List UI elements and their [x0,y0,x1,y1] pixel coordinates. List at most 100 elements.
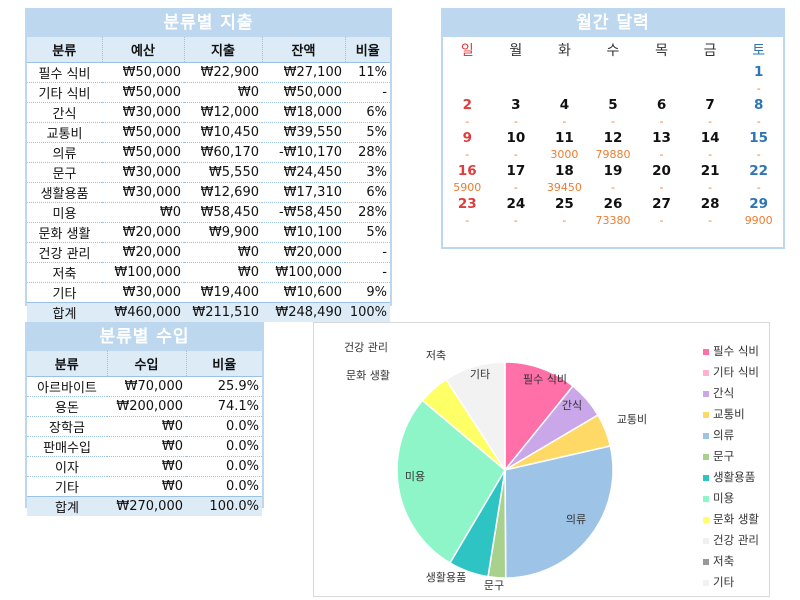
calendar-day[interactable]: 28 [700,195,720,212]
calendar-day[interactable]: 22 [749,162,769,179]
pie-slice-label: 건강 관리 [344,341,388,354]
calendar-day[interactable]: 29 [749,195,769,212]
table-row: 기타 ₩30,000 ₩19,400 ₩10,600 9% [27,282,390,303]
calendar-day[interactable] [492,63,541,80]
expense-header-2: 지출 [184,37,263,63]
calendar-day[interactable]: 20 [652,162,671,179]
legend-swatch [703,558,709,565]
calendar-day[interactable]: 10 [506,129,526,146]
income-cell: 74.1% [186,396,262,417]
expense-cell: ₩50,000 [262,82,345,103]
table-row: 의류 ₩50,000 ₩60,170 -₩10,170 28% [27,142,390,163]
income-cell: 0.0% [186,436,262,457]
calendar-day-amount: - [756,180,761,194]
expense-cell: - [345,82,390,103]
calendar-week-amounts: - - - 73380 - - 9900 [443,212,783,228]
pie-slice-label: 미용 [405,470,425,483]
table-row: 교통비 ₩50,000 ₩10,450 ₩39,550 5% [27,122,390,143]
table-row: 기타 ₩0 0.0% [27,476,262,497]
calendar-day[interactable]: 14 [700,129,720,146]
calendar-day[interactable] [540,63,589,80]
expense-cell: 의류 [27,142,102,163]
calendar-day-amount: - [465,147,470,161]
expense-cell: 미용 [27,202,102,223]
calendar-day[interactable]: 19 [603,162,623,179]
expense-total-cell: 합계 [27,302,102,322]
calendar-day[interactable]: 11 [555,129,574,146]
weekday-label: 일 [443,37,492,63]
calendar-day[interactable]: 26 [603,195,623,212]
calendar-day[interactable]: 6 [656,96,667,113]
weekday-label: 화 [540,37,589,63]
calendar-day[interactable]: 13 [652,129,671,146]
calendar-day[interactable]: 9 [462,129,472,146]
calendar-day[interactable] [686,63,735,80]
legend-swatch [703,390,709,397]
legend-item: 건강 관리 [703,532,759,548]
expense-header-1: 예산 [102,37,185,63]
calendar-day[interactable]: 2 [462,96,472,113]
expense-cell: 저축 [27,262,102,283]
legend-label: 저축 [713,554,735,568]
expense-cell: 6% [345,102,390,123]
legend-item: 필수 식비 [703,343,759,359]
expense-cell: 교통비 [27,122,102,143]
calendar-day[interactable]: 1 [753,63,764,80]
pie-slice-label: 필수 식비 [523,373,567,386]
table-row: 문화 생활 ₩20,000 ₩9,900 ₩10,100 5% [27,222,390,243]
income-cell: 용돈 [27,396,107,417]
income-cell: 판매수입 [27,436,107,457]
calendar-day-amount [686,80,735,96]
legend-item: 문구 [703,448,734,464]
calendar-day-amount: - [708,213,713,227]
legend-label: 기타 식비 [713,365,759,379]
income-cell: ₩0 [107,436,186,457]
expense-cell: ₩30,000 [102,102,184,123]
legend-item: 생활용품 [703,469,755,485]
income-header-1: 수입 [107,351,187,377]
calendar-day-amount: 39450 [546,180,582,194]
expense-cell: ₩60,170 [184,142,262,163]
expense-cell: ₩30,000 [102,182,184,203]
pie-slice-label: 문구 [484,579,504,592]
table-row: 아르바이트 ₩70,000 25.9% [27,376,262,397]
calendar-day[interactable] [443,63,492,80]
calendar-day[interactable]: 8 [753,96,764,113]
calendar-day[interactable]: 3 [511,96,521,113]
calendar-week-amounts: ------- [443,113,783,129]
calendar-day[interactable]: 16 [457,162,477,179]
calendar-day[interactable]: 21 [700,162,720,179]
income-cell: 25.9% [186,376,262,397]
income-cell: ₩200,000 [107,396,186,417]
expense-total-row: 합계 ₩460,000 ₩211,510 ₩248,490 100% [27,302,390,322]
calendar-day[interactable] [589,63,638,80]
expense-cell: ₩30,000 [102,162,184,183]
calendar-day[interactable]: 12 [603,129,623,146]
legend-label: 필수 식비 [713,344,759,358]
calendar-day[interactable]: 27 [652,195,671,212]
income-title: 분류별 수입 [27,324,262,351]
expense-cell: ₩27,100 [262,62,345,83]
calendar-day[interactable]: 18 [555,162,574,179]
income-table: 분류 수입 비율 아르바이트 ₩70,000 25.9% 용돈 ₩200,000 74.1% 장… [27,351,262,516]
expense-total-cell: 100% [345,302,390,322]
calendar-day[interactable]: 23 [457,195,477,212]
income-cell: 이자 [27,456,107,477]
income-header-0: 분류 [27,351,108,377]
legend-swatch [703,369,709,376]
weekday-label: 금 [685,37,735,63]
legend-item: 문화 생활 [703,511,759,527]
legend-swatch [703,495,709,502]
calendar-day[interactable]: 24 [506,195,526,212]
calendar-day[interactable]: 15 [749,129,769,146]
calendar-day[interactable] [637,63,686,80]
calendar-day[interactable]: 7 [705,96,715,113]
calendar-day-amount: - [562,213,567,227]
legend-label: 건강 관리 [713,533,759,547]
legend-swatch [703,516,709,523]
calendar-day[interactable]: 17 [506,162,526,179]
calendar-day[interactable]: 4 [559,96,570,113]
calendar-day[interactable]: 25 [555,195,574,212]
calendar-day[interactable]: 5 [608,96,618,113]
